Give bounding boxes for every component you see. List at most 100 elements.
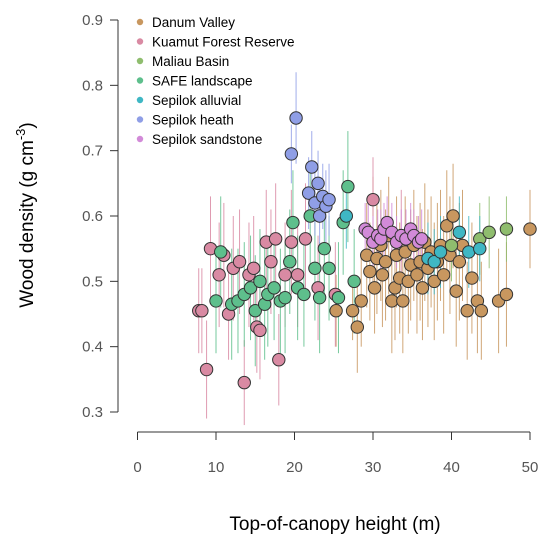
data-point: [462, 245, 476, 259]
data-point: [465, 271, 479, 285]
data-point: [308, 261, 322, 275]
data-point: [317, 241, 332, 256]
y-tick-label: 0.9: [82, 12, 103, 29]
legend-label: Danum Valley: [152, 15, 235, 30]
data-point: [322, 261, 336, 275]
data-point: [367, 281, 382, 295]
legend-label: SAFE landscape: [152, 74, 253, 89]
data-point: [446, 209, 460, 223]
data-point: [499, 287, 514, 302]
data-point: [272, 353, 286, 367]
data-point: [350, 320, 364, 334]
data-point: [248, 304, 262, 318]
data-point: [264, 255, 278, 269]
data-point: [237, 375, 251, 390]
data-point: [366, 192, 380, 207]
data-point: [278, 268, 292, 282]
data-point: [415, 281, 430, 295]
data-point: [433, 245, 448, 259]
data-point: [499, 222, 514, 236]
data-point: [460, 304, 474, 318]
data-point: [427, 255, 441, 269]
x-tick-label: 40: [443, 459, 460, 476]
legend-label: Maliau Basin: [152, 54, 229, 69]
x-tick-label: 50: [522, 459, 539, 476]
legend-swatch: [136, 57, 144, 65]
data-point: [297, 287, 311, 302]
data-point: [267, 281, 281, 295]
data-point: [363, 264, 377, 279]
data-point: [436, 268, 451, 282]
y-axis-title-close: ): [17, 122, 38, 128]
data-point: [347, 274, 361, 289]
data-point: [212, 268, 226, 282]
data-point: [243, 281, 258, 295]
data-point: [427, 274, 441, 289]
legend-label: Sepilok alluvial: [152, 93, 241, 108]
data-point: [322, 192, 336, 207]
data-point: [354, 294, 368, 308]
legend-swatch: [136, 96, 144, 104]
legend-swatch: [136, 18, 144, 26]
x-tick-label: 10: [208, 459, 225, 476]
data-point: [482, 225, 496, 240]
data-point: [331, 290, 346, 305]
y-axis-title: Wood density (g cm-3): [13, 122, 38, 307]
data-point: [253, 323, 267, 338]
data-point: [195, 304, 209, 318]
data-point: [345, 304, 360, 318]
data-point: [452, 225, 467, 240]
legend-label: Sepilok heath: [152, 113, 234, 128]
y-axis-title-main: Wood density (g cm: [17, 140, 38, 308]
data-point: [214, 245, 228, 259]
y-tick-label: 0.7: [82, 143, 103, 160]
data-point: [396, 294, 410, 308]
legend-swatch: [136, 116, 144, 123]
x-tick-label: 30: [365, 459, 382, 476]
data-point: [268, 232, 283, 246]
data-point: [305, 160, 319, 174]
data-point: [232, 255, 247, 269]
data-point: [290, 268, 305, 282]
data-point: [474, 304, 489, 318]
data-point: [473, 241, 487, 256]
y-tick-label: 0.8: [82, 77, 103, 94]
data-point: [329, 304, 343, 318]
data-point: [301, 186, 316, 200]
y-axis-ticks: 0.3 0.4 0.5 0.6 0.7 0.8 0.9: [82, 12, 118, 421]
data-point: [199, 362, 214, 377]
data-point: [253, 274, 267, 289]
data-point: [284, 235, 299, 249]
data-point: [378, 255, 393, 269]
data-point: [339, 209, 354, 223]
data-point: [311, 176, 325, 191]
legend-swatch: [136, 135, 144, 143]
data-point: [341, 179, 355, 194]
data-point: [414, 232, 429, 246]
x-axis-title: Top-of-canopy height (m): [229, 514, 440, 534]
data-point: [286, 215, 300, 230]
data-point: [523, 222, 537, 236]
legend: Danum Valley Kuamut Forest Reserve Maliau …: [136, 15, 295, 147]
data-point: [289, 111, 303, 125]
x-tick-label: 0: [133, 459, 141, 476]
y-axis-title-superscript: -3: [13, 129, 28, 141]
data-point: [298, 232, 313, 246]
data-point: [209, 294, 223, 308]
y-tick-label: 0.5: [82, 273, 103, 290]
data-point: [410, 268, 424, 282]
legend-label: Sepilok sandstone: [152, 132, 262, 147]
data-point: [375, 268, 390, 282]
data-point: [440, 219, 454, 233]
data-point: [283, 255, 297, 269]
legend-label: Kuamut Forest Reserve: [152, 35, 295, 50]
y-tick-label: 0.3: [82, 404, 103, 421]
y-tick-label: 0.4: [82, 339, 103, 356]
legend-swatch: [136, 77, 144, 84]
data-point: [452, 255, 467, 269]
data-point: [284, 147, 299, 161]
data-point: [444, 238, 459, 253]
legend-swatch: [136, 38, 144, 45]
x-tick-label: 20: [286, 459, 303, 476]
